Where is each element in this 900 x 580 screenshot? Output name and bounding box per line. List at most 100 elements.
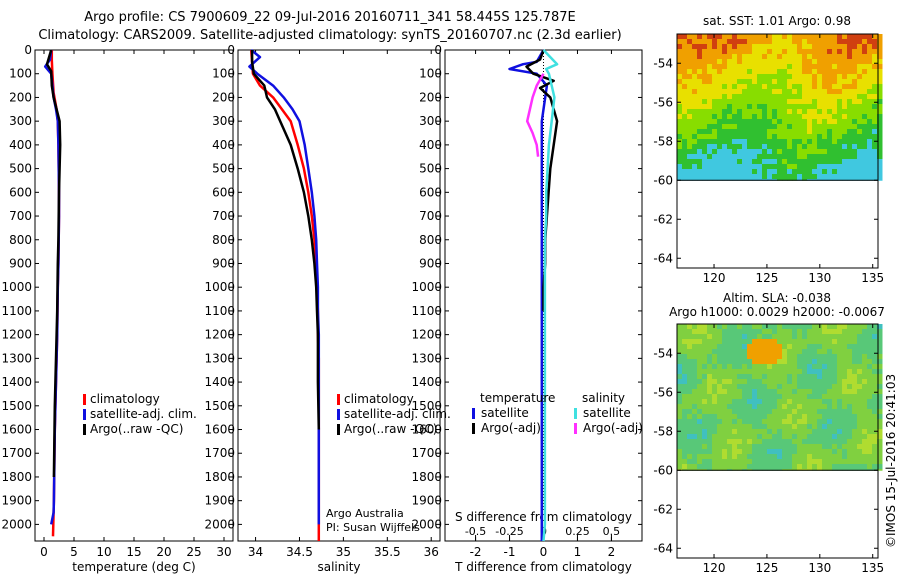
y-tick-label: 800 <box>9 233 32 247</box>
map-y-tick-label: -56 <box>653 385 673 399</box>
y-tick-label: 1300 <box>411 351 442 365</box>
map-y-tick-label: -58 <box>653 134 673 148</box>
y-tick-label: 400 <box>419 138 442 152</box>
legend-swatch <box>337 424 340 435</box>
map-y-tick-label: -62 <box>653 502 673 516</box>
y-tick-label: 900 <box>419 256 442 270</box>
y-tick-label: 200 <box>212 90 235 104</box>
series-argo-raw-qc- <box>250 50 321 430</box>
legend-swatch <box>83 424 86 435</box>
y-tick-label: 100 <box>419 67 442 81</box>
y-tick-label: 0 <box>24 43 32 57</box>
y-tick-label: 900 <box>212 256 235 270</box>
y-tick-label: 200 <box>9 90 32 104</box>
map-field-3 <box>677 34 883 181</box>
y-tick-label: 1300 <box>1 351 32 365</box>
y-tick-label: 1000 <box>204 280 235 294</box>
x-tick-label: 35 <box>336 545 351 559</box>
y-tick-label: 2000 <box>1 517 32 531</box>
legend-swatch <box>337 409 340 420</box>
legend-label: Argo(..raw -QC) <box>344 422 437 436</box>
y-tick-label: 800 <box>419 233 442 247</box>
map-y-tick-label: -64 <box>653 251 673 265</box>
y-tick-label: 600 <box>212 185 235 199</box>
map-field-4 <box>677 324 883 471</box>
x-tick-label: 25 <box>186 545 201 559</box>
y-tick-label: 1200 <box>1 328 32 342</box>
y-tick-label: 1900 <box>204 494 235 508</box>
x-tick-label: 34 <box>248 545 263 559</box>
x-tick-label: 35.5 <box>374 545 401 559</box>
legend-label: satellite <box>583 406 631 420</box>
map-frame <box>676 33 879 269</box>
legend-swatch <box>574 423 577 434</box>
y-tick-label: 300 <box>212 114 235 128</box>
legend-label: satellite-adj. clim. <box>90 407 197 421</box>
x2-tick-label: 0.25 <box>565 525 590 538</box>
legend-label: Argo(..raw -QC) <box>90 422 183 436</box>
y-tick-label: 1000 <box>1 280 32 294</box>
x-axis-label: temperature (deg C) <box>72 560 195 574</box>
x-tick-label: 30 <box>216 545 231 559</box>
x2-axis-label: S difference from climatology <box>455 510 632 524</box>
x2-tick-label: -0.25 <box>495 525 523 538</box>
y-tick-label: 600 <box>9 185 32 199</box>
map-y-tick-label: -58 <box>653 424 673 438</box>
x-tick-label: 20 <box>156 545 171 559</box>
y-tick-label: 1600 <box>1 423 32 437</box>
map-y-tick-label: -54 <box>653 56 673 70</box>
y-tick-label: 2000 <box>204 517 235 531</box>
series-argo-adj- <box>525 73 545 157</box>
attribution-line-1: Argo Australia <box>326 507 404 520</box>
series-satellite <box>542 49 559 542</box>
x-tick-label: 10 <box>96 545 111 559</box>
legend-label: Argo(-adj) <box>481 421 541 435</box>
legend-swatch <box>574 408 577 419</box>
y-tick-label: 1100 <box>411 304 442 318</box>
y-tick-label: 1500 <box>204 399 235 413</box>
x2-tick-label: 0.5 <box>603 525 621 538</box>
map-x-tick-label: 135 <box>861 561 884 575</box>
legend-label: Argo(-adj) <box>583 421 643 435</box>
legend-swatch <box>472 423 475 434</box>
title-line-2: Climatology: CARS2009. Satellite-adjuste… <box>38 28 622 43</box>
x-tick-label: -1 <box>504 545 516 559</box>
x-tick-label: 5 <box>70 545 78 559</box>
y-tick-label: 900 <box>9 256 32 270</box>
y-tick-label: 1400 <box>204 375 235 389</box>
y-tick-label: 1600 <box>204 423 235 437</box>
y-tick-label: 1400 <box>411 375 442 389</box>
legend-header-salinity: salinity <box>582 391 625 405</box>
map-y-tick-label: -54 <box>653 346 673 360</box>
x-tick-label: 1 <box>574 545 582 559</box>
y-tick-label: 1800 <box>204 470 235 484</box>
map-x-tick-label: 135 <box>861 271 884 285</box>
legend-label: climatology <box>344 392 414 406</box>
x-tick-label: -2 <box>470 545 482 559</box>
y-tick-label: 100 <box>9 67 32 81</box>
plot-frame <box>237 49 441 542</box>
map-y-tick-label: -62 <box>653 212 673 226</box>
imos-credit: ©IMOS 15-Jul-2016 20:41:03 <box>884 373 898 548</box>
legend-swatch <box>337 394 340 405</box>
y-tick-label: 500 <box>212 162 235 176</box>
map-frame <box>676 323 879 559</box>
y-tick-label: 500 <box>419 162 442 176</box>
y-tick-label: 700 <box>419 209 442 223</box>
y-tick-label: 700 <box>212 209 235 223</box>
map-x-tick-label: 125 <box>755 561 778 575</box>
y-tick-label: 1800 <box>411 470 442 484</box>
map-x-tick-label: 130 <box>808 271 831 285</box>
x-tick-label: 15 <box>126 545 141 559</box>
legend-swatch <box>83 409 86 420</box>
y-tick-label: 400 <box>212 138 235 152</box>
x-tick-label: 34.5 <box>286 545 313 559</box>
y-tick-label: 500 <box>9 162 32 176</box>
sla-map-title: Altim. SLA: -0.038 <box>723 291 831 305</box>
map-x-tick-label: 120 <box>703 561 726 575</box>
map-x-tick-label: 125 <box>755 271 778 285</box>
y-tick-label: 1900 <box>411 494 442 508</box>
legend-label: satellite <box>481 406 529 420</box>
y-tick-label: 300 <box>9 114 32 128</box>
x-axis-label: T difference from climatology <box>454 560 632 574</box>
